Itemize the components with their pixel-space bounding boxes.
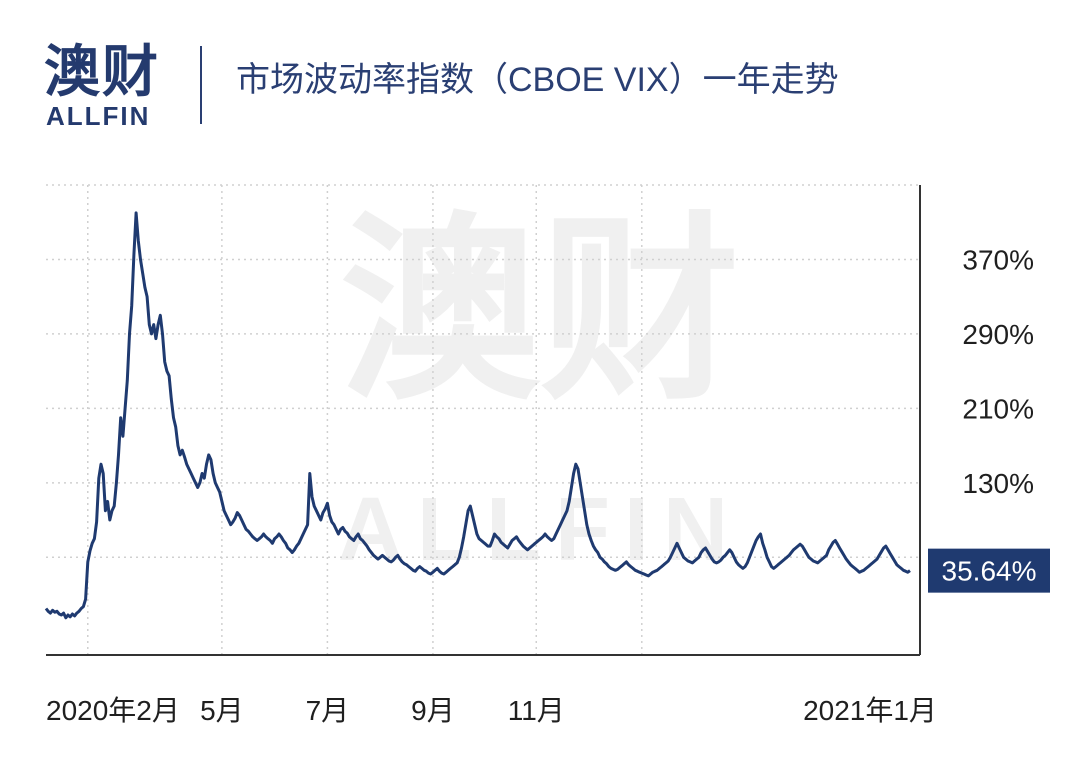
chart-title: 市场波动率指数（CBOE VIX）一年走势 (236, 61, 839, 99)
x-tick-label: 5月 (200, 695, 244, 726)
y-tick-label: 370% (962, 244, 1034, 275)
last-value-box (928, 548, 1050, 593)
watermark-en: ALLFIN (338, 480, 742, 580)
allfin-logo: 澳财 ALLFIN (44, 40, 164, 130)
vix-series-line (44, 211, 911, 620)
header-divider (200, 46, 202, 124)
y-tick-label: 130% (962, 468, 1034, 499)
y-tick-label: 290% (962, 319, 1034, 350)
watermark-cn: 澳财 (340, 200, 740, 423)
grid-layer (46, 184, 920, 655)
x-tick-label: 9月 (411, 695, 455, 726)
logo-cn-text: 澳财 (44, 40, 160, 103)
logo-en-text: ALLFIN (46, 101, 151, 131)
x-tick-label: 2021年1月 (803, 695, 937, 726)
x-tick-label: 2020年2月 (46, 695, 180, 726)
x-tick-labels: 2020年2月 5月 7月 9月 11月 2021年1月 (46, 695, 937, 726)
watermark: 澳财 ALLFIN (338, 200, 742, 580)
series-layer (44, 211, 911, 620)
y-tick-label: 210% (962, 393, 1034, 424)
x-tick-label: 7月 (306, 695, 350, 726)
last-value-text: 35.64% (942, 556, 1037, 587)
axis-layer (46, 185, 921, 656)
y-tick-labels: 130% 210% 290% 370% (962, 244, 1034, 498)
x-tick-label: 11月 (508, 695, 565, 726)
last-value-callout: 35.64% (928, 548, 1050, 593)
